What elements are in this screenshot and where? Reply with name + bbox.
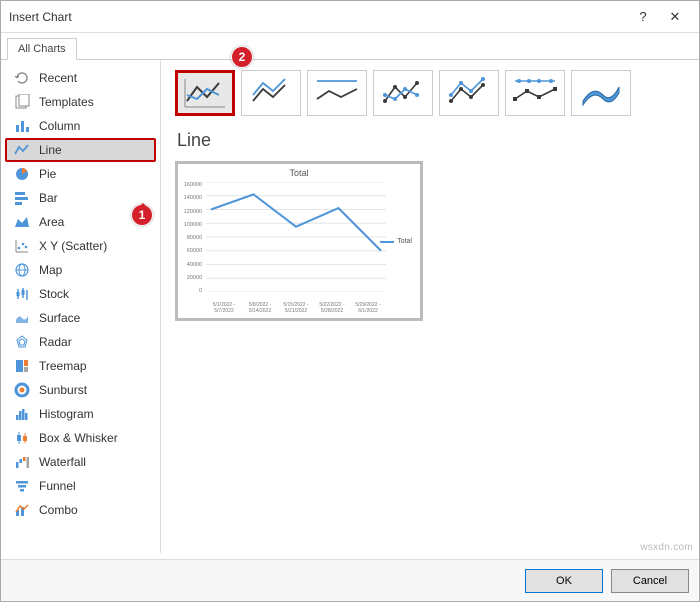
sidebar-item-label: Templates bbox=[39, 95, 94, 109]
sidebar-item-label: Box & Whisker bbox=[39, 431, 118, 445]
surface-icon bbox=[13, 309, 31, 327]
callout-two: 2 bbox=[231, 46, 253, 68]
scatter-icon bbox=[13, 237, 31, 255]
chart-preview[interactable]: Total 160000 140000 120000 100000 80000 … bbox=[175, 161, 423, 321]
line-subtype-row bbox=[175, 70, 685, 116]
column-icon bbox=[13, 117, 31, 135]
sidebar-item-box-whisker[interactable]: Box & Whisker bbox=[5, 426, 156, 450]
main-panel: 2 Line Total bbox=[161, 60, 699, 553]
sidebar-item-label: Stock bbox=[39, 287, 69, 301]
close-button[interactable]: ✕ bbox=[659, 9, 691, 25]
waterfall-icon bbox=[13, 453, 31, 471]
tab-all-charts[interactable]: All Charts bbox=[7, 38, 77, 60]
subtype-100-stacked-line[interactable] bbox=[307, 70, 367, 116]
templates-icon bbox=[13, 93, 31, 111]
chart-type-heading: Line bbox=[177, 130, 683, 151]
recent-icon bbox=[13, 69, 31, 87]
dialog-title: Insert Chart bbox=[9, 10, 627, 24]
funnel-icon bbox=[13, 477, 31, 495]
subtype-line-markers[interactable] bbox=[373, 70, 433, 116]
subtype-stacked-line[interactable] bbox=[241, 70, 301, 116]
line-icon bbox=[13, 141, 31, 159]
sidebar-item-surface[interactable]: Surface bbox=[5, 306, 156, 330]
sidebar-item-pie[interactable]: Pie bbox=[5, 162, 156, 186]
sunburst-icon bbox=[13, 381, 31, 399]
sidebar-item-label: Treemap bbox=[39, 359, 87, 373]
help-button[interactable]: ? bbox=[627, 9, 659, 24]
sidebar-item-label: Pie bbox=[39, 167, 56, 181]
sidebar-item-funnel[interactable]: Funnel bbox=[5, 474, 156, 498]
sidebar-item-waterfall[interactable]: Waterfall bbox=[5, 450, 156, 474]
title-bar: Insert Chart ? ✕ bbox=[1, 1, 699, 33]
ok-button[interactable]: OK bbox=[525, 569, 603, 593]
sidebar-item-label: Bar bbox=[39, 191, 58, 205]
sidebar-item-stock[interactable]: Stock bbox=[5, 282, 156, 306]
dialog-footer: OK Cancel bbox=[1, 559, 699, 601]
sidebar-item-label: Line bbox=[39, 143, 62, 157]
sidebar-item-scatter[interactable]: X Y (Scatter) bbox=[5, 234, 156, 258]
sidebar-item-radar[interactable]: Radar bbox=[5, 330, 156, 354]
sidebar-item-label: Map bbox=[39, 263, 62, 277]
preview-chart-title: Total bbox=[178, 164, 420, 178]
sidebar-item-templates[interactable]: Templates bbox=[5, 90, 156, 114]
sidebar-item-label: Radar bbox=[39, 335, 72, 349]
preview-y-axis: 160000 140000 120000 100000 80000 60000 … bbox=[180, 182, 202, 294]
sidebar-item-label: Waterfall bbox=[39, 455, 86, 469]
subtype-3d-line[interactable] bbox=[571, 70, 631, 116]
sidebar-item-map[interactable]: Map bbox=[5, 258, 156, 282]
sidebar-item-column[interactable]: Column bbox=[5, 114, 156, 138]
preview-x-axis: 5/1/2022 - 5/7/2022 5/8/2022 - 5/14/2022… bbox=[206, 302, 386, 314]
sidebar-item-sunburst[interactable]: Sunburst bbox=[5, 378, 156, 402]
stock-icon bbox=[13, 285, 31, 303]
sidebar-item-label: Area bbox=[39, 215, 64, 229]
box-whisker-icon bbox=[13, 429, 31, 447]
sidebar-item-label: Funnel bbox=[39, 479, 76, 493]
treemap-icon bbox=[13, 357, 31, 375]
tab-strip: All Charts bbox=[1, 33, 699, 59]
dialog-body: Recent Templates Column Line Pie Bar Are… bbox=[1, 59, 699, 553]
sidebar-item-label: Histogram bbox=[39, 407, 94, 421]
sidebar-item-label: Combo bbox=[39, 503, 78, 517]
sidebar-item-histogram[interactable]: Histogram bbox=[5, 402, 156, 426]
sidebar-item-label: Surface bbox=[39, 311, 80, 325]
sidebar-item-recent[interactable]: Recent bbox=[5, 66, 156, 90]
preview-legend: Total bbox=[380, 238, 412, 245]
chart-category-sidebar: Recent Templates Column Line Pie Bar Are… bbox=[1, 60, 161, 553]
callout-one: 1 bbox=[131, 204, 153, 226]
area-icon bbox=[13, 213, 31, 231]
map-icon bbox=[13, 261, 31, 279]
subtype-100-stacked-line-markers[interactable] bbox=[505, 70, 565, 116]
sidebar-item-line[interactable]: Line bbox=[5, 138, 156, 162]
histogram-icon bbox=[13, 405, 31, 423]
subtype-stacked-line-markers[interactable] bbox=[439, 70, 499, 116]
sidebar-item-label: Column bbox=[39, 119, 80, 133]
radar-icon bbox=[13, 333, 31, 351]
sidebar-item-treemap[interactable]: Treemap bbox=[5, 354, 156, 378]
cancel-button[interactable]: Cancel bbox=[611, 569, 689, 593]
sidebar-item-combo[interactable]: Combo bbox=[5, 498, 156, 522]
sidebar-item-label: Sunburst bbox=[39, 383, 87, 397]
subtype-line[interactable] bbox=[175, 70, 235, 116]
combo-icon bbox=[13, 501, 31, 519]
bar-icon bbox=[13, 189, 31, 207]
sidebar-item-label: X Y (Scatter) bbox=[39, 239, 107, 253]
pie-icon bbox=[13, 165, 31, 183]
preview-plot-area bbox=[206, 182, 386, 292]
watermark: wsxdn.com bbox=[640, 542, 693, 553]
sidebar-item-label: Recent bbox=[39, 71, 77, 85]
